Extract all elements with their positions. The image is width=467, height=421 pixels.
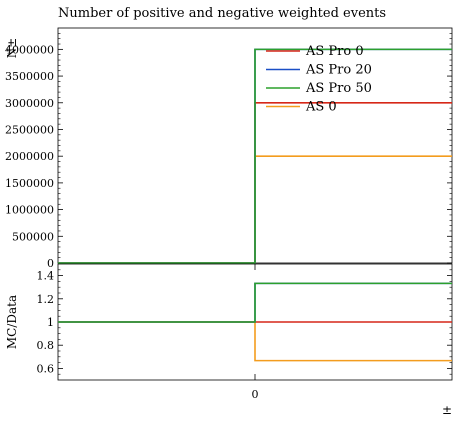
main-ytick-label: 4000000 xyxy=(5,43,54,56)
x-axis-label: ± xyxy=(442,403,452,417)
main-ytick-label: 2500000 xyxy=(5,123,54,136)
ratio-panel: 0.6 0.8 1 1.2 1.4 0 xyxy=(37,263,453,401)
main-ytick-label: 3500000 xyxy=(5,70,54,83)
main-ytick-label: 2000000 xyxy=(5,150,54,163)
main-ylabel: N± xyxy=(5,38,19,59)
legend: AS Pro 0 AS Pro 20 AS Pro 50 AS 0 xyxy=(266,44,372,115)
ratio-ytick-label: 1 xyxy=(47,316,54,329)
main-ytick-label: 1500000 xyxy=(5,177,54,190)
chart-title: Number of positive and negative weighted… xyxy=(58,6,386,21)
ratio-ytick-label: 1.4 xyxy=(37,270,55,283)
x-tick-label: 0 xyxy=(252,388,259,401)
legend-label: AS Pro 50 xyxy=(305,81,372,96)
ratio-ytick-label: 0.6 xyxy=(37,362,55,375)
main-panel: 0 500000 1000000 1500000 2000000 2500000 30000… xyxy=(5,27,453,270)
main-ytick-label: 1000000 xyxy=(5,204,54,217)
series-line-main xyxy=(58,48,452,264)
main-ytick-label: 500000 xyxy=(12,230,54,243)
ratio-ytick-label: 1.2 xyxy=(37,293,55,306)
ratio-ylabel: MC/Data xyxy=(5,295,19,349)
main-ytick-label: 0 xyxy=(47,257,54,270)
series-line-ratio xyxy=(58,321,452,362)
main-ytick-label: 3000000 xyxy=(5,97,54,110)
legend-label: AS Pro 20 xyxy=(305,63,372,78)
legend-label: AS Pro 0 xyxy=(305,44,364,59)
ratio-ytick-label: 0.8 xyxy=(37,339,55,352)
series-line-ratio xyxy=(58,282,452,323)
legend-label: AS 0 xyxy=(305,100,337,115)
